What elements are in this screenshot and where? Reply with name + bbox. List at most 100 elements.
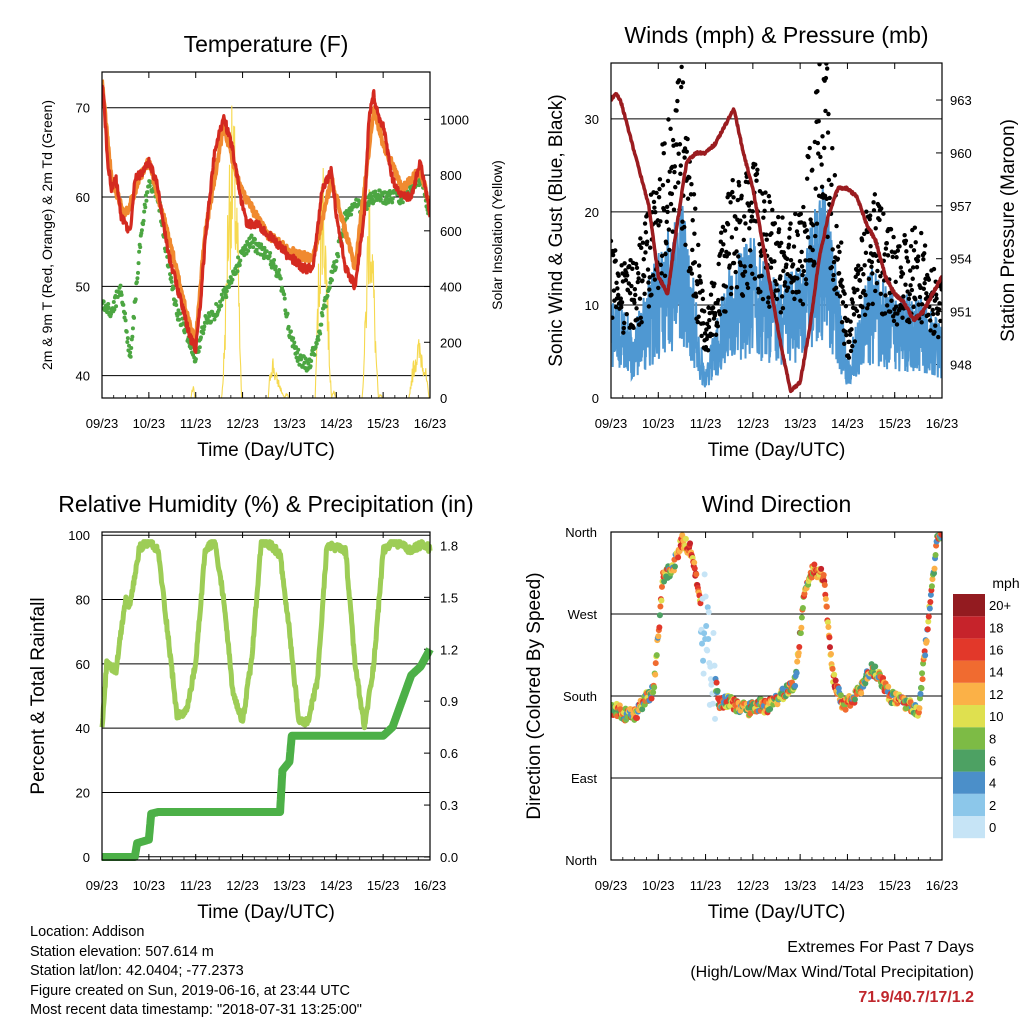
td-point — [220, 296, 225, 301]
direction-point — [926, 605, 933, 612]
gust-point — [817, 63, 822, 67]
gust-point — [893, 279, 898, 285]
gust-point — [904, 255, 909, 260]
series-total-rainfall — [98, 645, 434, 861]
gust-point — [657, 177, 663, 182]
gust-point — [824, 66, 830, 71]
gust-point — [796, 289, 801, 294]
gust-point — [904, 249, 909, 254]
gust-point — [816, 151, 821, 156]
gust-point — [919, 302, 925, 307]
td-point — [121, 302, 126, 307]
gust-point — [872, 192, 878, 197]
td-point — [174, 303, 179, 308]
gust-point — [830, 277, 836, 282]
station-location: Location: Addison — [30, 924, 145, 940]
td-point — [106, 305, 111, 310]
direction-point — [652, 671, 659, 678]
gust-point — [788, 221, 793, 226]
gust-point — [644, 239, 650, 244]
gust-point — [713, 310, 718, 316]
station-latlon: Station lat/lon: 42.0404; -77.2373 — [30, 963, 244, 980]
gust-point — [738, 218, 743, 223]
gust-point — [911, 248, 917, 253]
gust-point — [875, 268, 880, 274]
gust-point — [917, 294, 923, 300]
gust-point — [894, 322, 900, 327]
direction-point — [928, 583, 935, 590]
gust-point — [749, 200, 754, 205]
gust-point — [820, 134, 825, 139]
gust-point — [752, 276, 758, 281]
direction-point — [826, 634, 833, 641]
td-point — [132, 315, 137, 320]
y2-tick-label: 800 — [440, 168, 462, 183]
td-point — [297, 362, 302, 367]
td-point — [327, 285, 332, 290]
gust-point — [839, 240, 844, 245]
td-point — [141, 222, 146, 227]
direction-point — [656, 612, 663, 619]
direction-point — [826, 644, 833, 651]
td-point — [130, 326, 135, 331]
gust-point — [690, 247, 695, 253]
direction-point — [862, 680, 869, 687]
gust-point — [706, 324, 712, 330]
gust-point — [807, 145, 812, 151]
td-point — [224, 295, 229, 300]
td-point — [196, 349, 201, 354]
gust-point — [770, 207, 775, 213]
td-point — [112, 307, 117, 312]
direction-point — [931, 565, 938, 572]
gust-point — [862, 231, 867, 237]
gust-point — [698, 280, 703, 285]
y-tick-label: 20 — [76, 785, 90, 800]
gust-point — [652, 277, 658, 282]
td-point — [315, 334, 320, 339]
gust-point — [905, 259, 911, 264]
direction-point — [713, 679, 720, 686]
gust-point — [810, 167, 815, 173]
gust-point — [691, 192, 697, 197]
gust-point — [893, 304, 899, 309]
td-point — [139, 228, 144, 233]
td-point — [325, 293, 330, 298]
gust-point — [627, 264, 632, 269]
td-point — [293, 345, 298, 350]
direction-point — [711, 662, 718, 669]
direction-point — [795, 649, 802, 656]
y2-tick-label: 0.3 — [440, 798, 458, 813]
td-point — [137, 249, 142, 254]
gust-point — [658, 262, 663, 268]
gust-point — [914, 264, 920, 270]
y2-tick-label: 954 — [950, 252, 972, 267]
gust-point — [790, 289, 795, 295]
gust-point — [740, 293, 746, 298]
gust-point — [656, 223, 661, 228]
gust-point — [836, 244, 841, 249]
x-tick-label: 11/23 — [690, 416, 722, 431]
gust-point — [640, 278, 645, 283]
gust-point — [676, 151, 681, 156]
td-point — [329, 278, 334, 283]
gust-point — [891, 318, 897, 324]
gust-point — [850, 343, 855, 349]
td-point — [125, 340, 130, 345]
gust-point — [656, 194, 662, 200]
direction-point — [818, 565, 825, 572]
colorbar-swatch — [953, 638, 985, 661]
direction-point — [919, 670, 926, 677]
gust-point — [695, 281, 700, 287]
gust-point — [716, 261, 721, 267]
gust-point — [883, 293, 888, 298]
gust-point — [877, 217, 882, 223]
gust-point — [779, 294, 785, 299]
gust-point — [682, 155, 687, 160]
gust-point — [898, 265, 904, 270]
gust-point — [758, 289, 763, 294]
gust-point — [666, 117, 671, 122]
gust-point — [764, 232, 769, 237]
td-point — [129, 345, 134, 350]
gust-point — [660, 182, 666, 188]
y2-tick-label: 1000 — [440, 112, 469, 127]
